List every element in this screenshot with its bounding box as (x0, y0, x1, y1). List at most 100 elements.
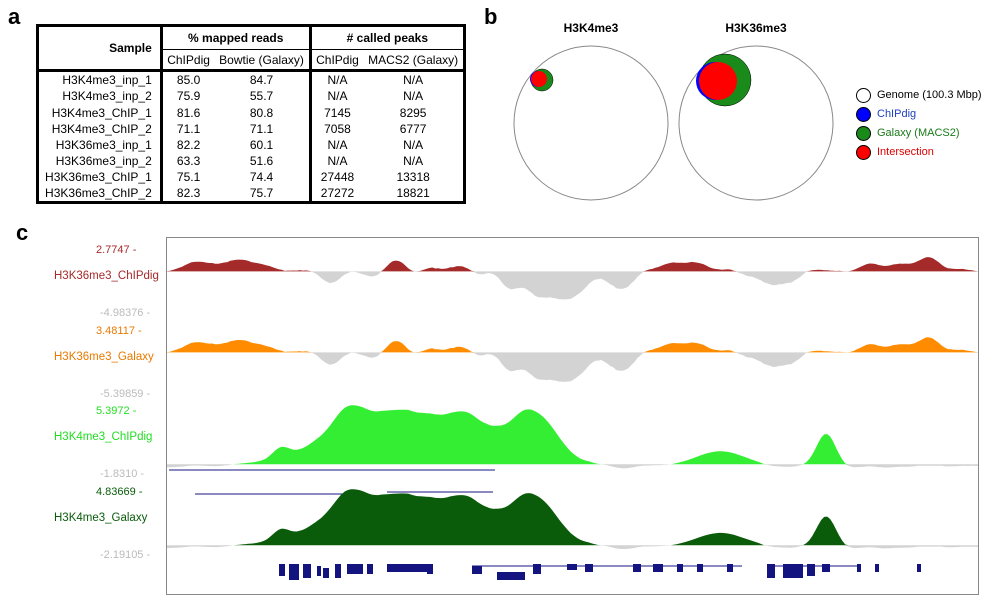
coverage-track (167, 489, 978, 549)
mapped-bowtie-cell: 80.8 (214, 104, 312, 121)
exon-block (427, 564, 433, 574)
exon-block (822, 564, 830, 572)
mapped-bowtie-cell: 75.7 (214, 184, 312, 201)
peaks-chipdig-cell: 27272 (320, 185, 355, 200)
mapped-chipdig-cell: 75.1 (176, 169, 201, 184)
peaks-chipdig-cell: 7058 (324, 121, 351, 136)
intersection-circle (531, 71, 547, 87)
exon-block (767, 564, 775, 578)
mapped-chipdig-cell: 81.6 (176, 105, 201, 120)
mapped-chipdig-cell: 63.3 (176, 153, 201, 168)
peaks-chipdig-cell: 27448 (320, 169, 355, 184)
exon-block (323, 568, 329, 578)
table-row: H3K36me3_inp_1 82.2 60.1 N/A N/A (39, 136, 463, 153)
sample-cell: H3K4me3_ChIP_2 (39, 120, 163, 137)
peaks-macs2-cell: N/A (403, 73, 424, 88)
peaks-macs2-cell: N/A (403, 153, 424, 168)
track-min-label: -2.19105 - (100, 549, 151, 561)
track-max-label: 3.48117 - (96, 325, 142, 337)
mapped-bowtie-cell: 74.4 (214, 168, 312, 185)
legend-entry: Genome (100.3 Mbp) (856, 86, 982, 104)
intersection-circle (699, 62, 737, 100)
genome-circle (513, 45, 669, 201)
positive-signal (167, 257, 978, 272)
table-row: H3K36me3_ChIP_1 75.1 74.4 27448 13318 (39, 168, 463, 185)
mapping-stats-table: Sample % mapped reads # called peaks ChI… (36, 24, 466, 204)
track-name: H3K36me3_ChIPdig (54, 270, 159, 282)
exon-block (917, 564, 921, 572)
mapped-chipdig-cell: 75.9 (176, 89, 201, 104)
mapped-bowtie-cell: 60.1 (214, 136, 312, 153)
peaks-macs2-cell: 8295 (399, 105, 427, 120)
track-min-label: -4.98376 - (100, 307, 151, 319)
legend-label: ChIPdig (877, 108, 917, 120)
exon-block (335, 564, 341, 578)
coverage-track (167, 257, 978, 300)
peaks-chipdig-cell: N/A (327, 73, 348, 88)
exon-block (585, 564, 593, 572)
legend-swatch (856, 106, 871, 122)
positive-signal (167, 489, 978, 546)
negative-signal (167, 464, 978, 469)
track-max-label: 5.3972 - (96, 405, 137, 417)
sub-header: ChIPdig (310, 49, 364, 73)
mapped-chipdig-cell: 82.3 (176, 185, 201, 200)
peaks-chipdig-cell: N/A (327, 153, 348, 168)
exon-block (857, 564, 861, 572)
track-max-label: 4.83669 - (96, 486, 143, 498)
table-row: H3K4me3_inp_2 75.9 55.7 N/A N/A (39, 88, 463, 105)
sample-cell: H3K4me3_ChIP_1 (39, 104, 163, 121)
sample-cell: H3K36me3_inp_1 (39, 136, 163, 153)
sub-header: ChIPdig (161, 49, 215, 73)
table-row: H3K36me3_inp_2 63.3 51.6 N/A N/A (39, 152, 463, 169)
peaks-macs2-cell: 6777 (399, 121, 427, 136)
table-row: H3K4me3_ChIP_1 81.6 80.8 7145 8295 (39, 104, 463, 121)
mapped-bowtie-cell: 71.1 (214, 120, 312, 137)
coverage-track (167, 405, 978, 469)
legend-swatch (856, 125, 871, 141)
panel-label-a: a (8, 4, 21, 29)
track-name: H3K4me3_ChIPdig (54, 431, 153, 443)
exon-block (533, 564, 541, 574)
peaks-macs2-cell: N/A (403, 137, 424, 152)
coverage-tracks (167, 257, 978, 580)
exon-block (472, 566, 482, 574)
legend-label: Intersection (877, 146, 934, 158)
exon-block (387, 564, 427, 572)
negative-signal (167, 352, 978, 382)
exon-block (303, 564, 311, 578)
mapped-bowtie-cell: 84.7 (214, 70, 312, 89)
legend-swatch (856, 87, 871, 103)
peaks-chipdig-cell: N/A (327, 89, 348, 104)
sample-cell: H3K36me3_inp_2 (39, 152, 163, 169)
exon-block (653, 564, 663, 572)
exon-block (727, 564, 733, 572)
mapped-chipdig-cell: 82.2 (176, 137, 201, 152)
legend-label: Galaxy (MACS2) (877, 127, 960, 139)
coverage-track (167, 337, 978, 382)
sample-cell: H3K4me3_inp_1 (39, 70, 163, 89)
peaks-chipdig-cell: N/A (327, 137, 348, 152)
track-name: H3K4me3_Galaxy (54, 512, 148, 524)
genome-browser-view (166, 237, 979, 595)
positive-signal (167, 337, 978, 353)
exon-block (317, 566, 321, 576)
sample-cell: H3K36me3_ChIP_1 (39, 168, 163, 185)
mapped-chipdig-cell: 85.0 (176, 73, 201, 88)
table-row: H3K36me3_ChIP_2 82.3 75.7 27272 18821 (39, 184, 463, 201)
exon-block (279, 564, 285, 576)
exon-block (783, 564, 803, 578)
exon-block (497, 572, 525, 580)
venn-title-h3k36me3: H3K36me3 (725, 21, 787, 35)
gene-annotation-track (169, 469, 921, 580)
track-max-label: 2.7747 - (96, 244, 137, 256)
peaks-macs2-cell: 13318 (396, 169, 430, 184)
venn-diagrams: H3K4me3 H3K36me3 (513, 21, 834, 201)
legend-entry: ChIPdig (856, 105, 916, 123)
panel-label-c: c (16, 220, 29, 245)
sub-header: Bowtie (Galaxy) (214, 49, 312, 73)
exon-block (633, 564, 641, 572)
exon-block (807, 564, 815, 576)
exon-block (697, 564, 703, 572)
mapped-chipdig-cell: 71.1 (176, 121, 201, 136)
